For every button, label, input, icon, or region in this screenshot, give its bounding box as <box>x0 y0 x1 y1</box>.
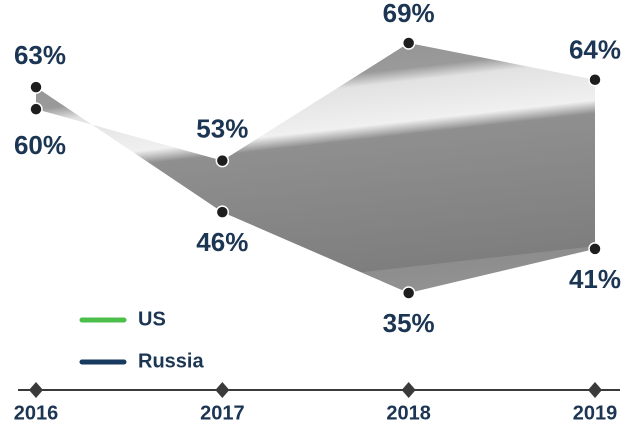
data-label: 41% <box>569 264 621 294</box>
data-point <box>29 80 43 94</box>
axis-diamond <box>588 382 602 398</box>
data-label: 64% <box>569 35 621 65</box>
legend-label: US <box>138 308 166 330</box>
data-point <box>29 102 43 116</box>
x-tick-label: 2016 <box>14 402 59 424</box>
axis-diamond <box>29 382 43 398</box>
flag-area <box>36 43 595 293</box>
data-point <box>215 153 230 168</box>
data-label: 35% <box>383 308 435 338</box>
data-point <box>401 36 416 50</box>
x-tick-label: 2018 <box>386 402 431 424</box>
data-label: 63% <box>14 40 66 70</box>
legend-label: Russia <box>138 350 204 372</box>
data-label: 53% <box>196 114 248 144</box>
axis-diamond <box>215 382 230 398</box>
data-point <box>588 73 602 87</box>
flag-area <box>36 43 595 293</box>
axis-diamond <box>401 382 416 398</box>
data-point <box>215 205 230 219</box>
data-label: 46% <box>196 227 248 257</box>
data-label: 60% <box>14 130 66 160</box>
data-point <box>588 242 602 256</box>
data-label: 69% <box>383 0 435 28</box>
x-tick-label: 2017 <box>200 402 245 424</box>
x-tick-label: 2019 <box>573 402 618 424</box>
data-point <box>401 286 416 300</box>
